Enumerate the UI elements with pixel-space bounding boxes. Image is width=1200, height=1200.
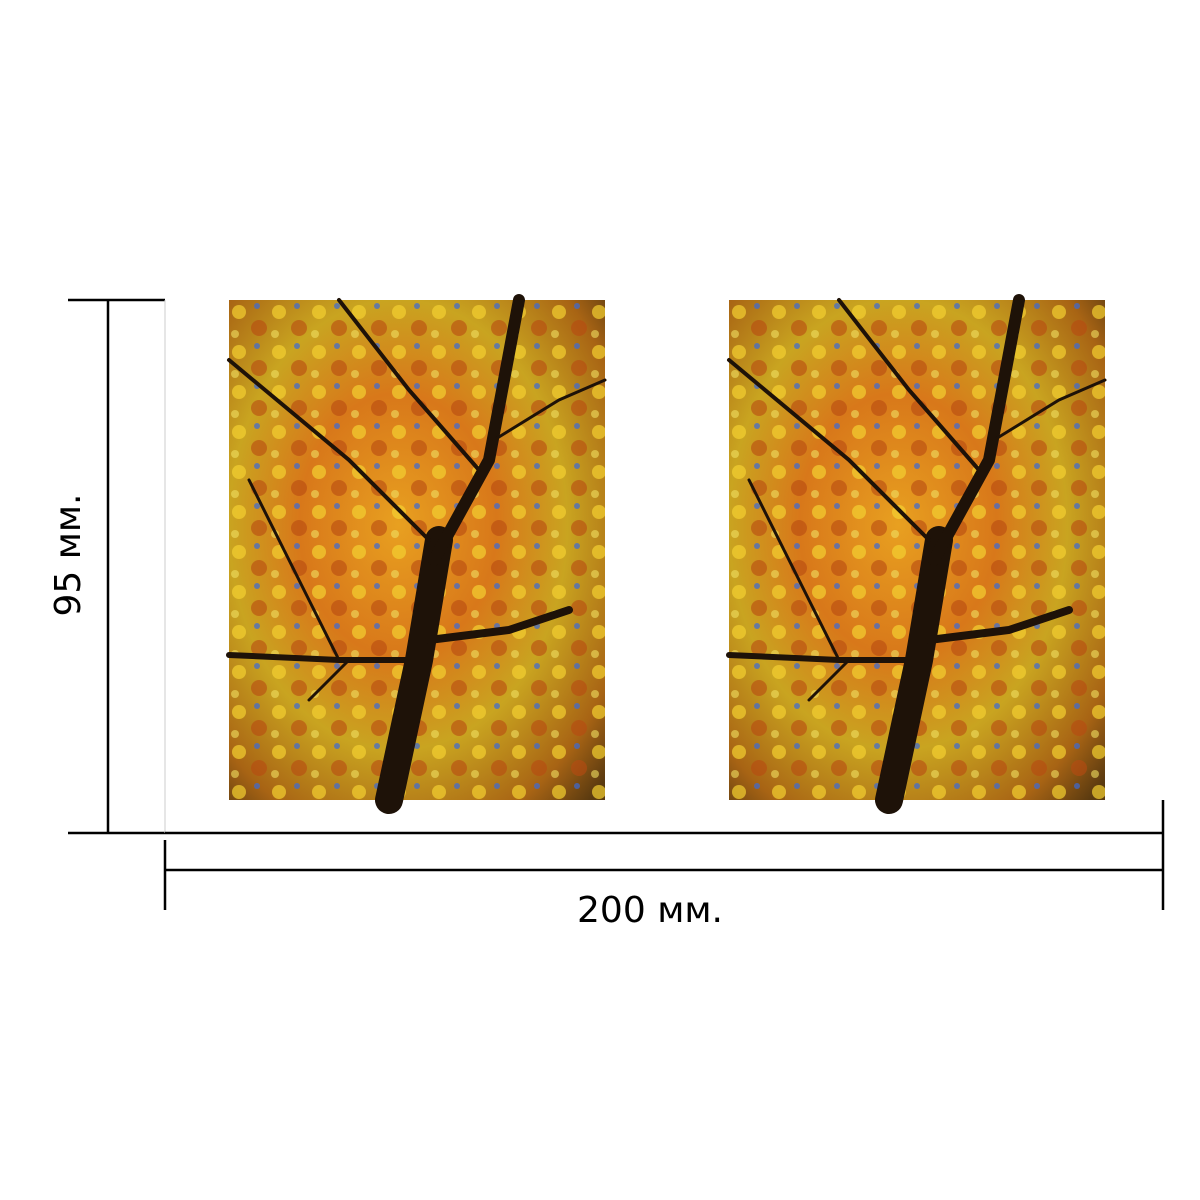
width-dimension: 200 мм.: [163, 800, 1165, 931]
height-dimension: 95 мм.: [48, 298, 166, 835]
width-label: 200 мм.: [577, 890, 723, 931]
product-image-right: [729, 300, 1105, 800]
product-image-left: [229, 300, 605, 800]
height-label: 95 мм.: [48, 493, 89, 616]
